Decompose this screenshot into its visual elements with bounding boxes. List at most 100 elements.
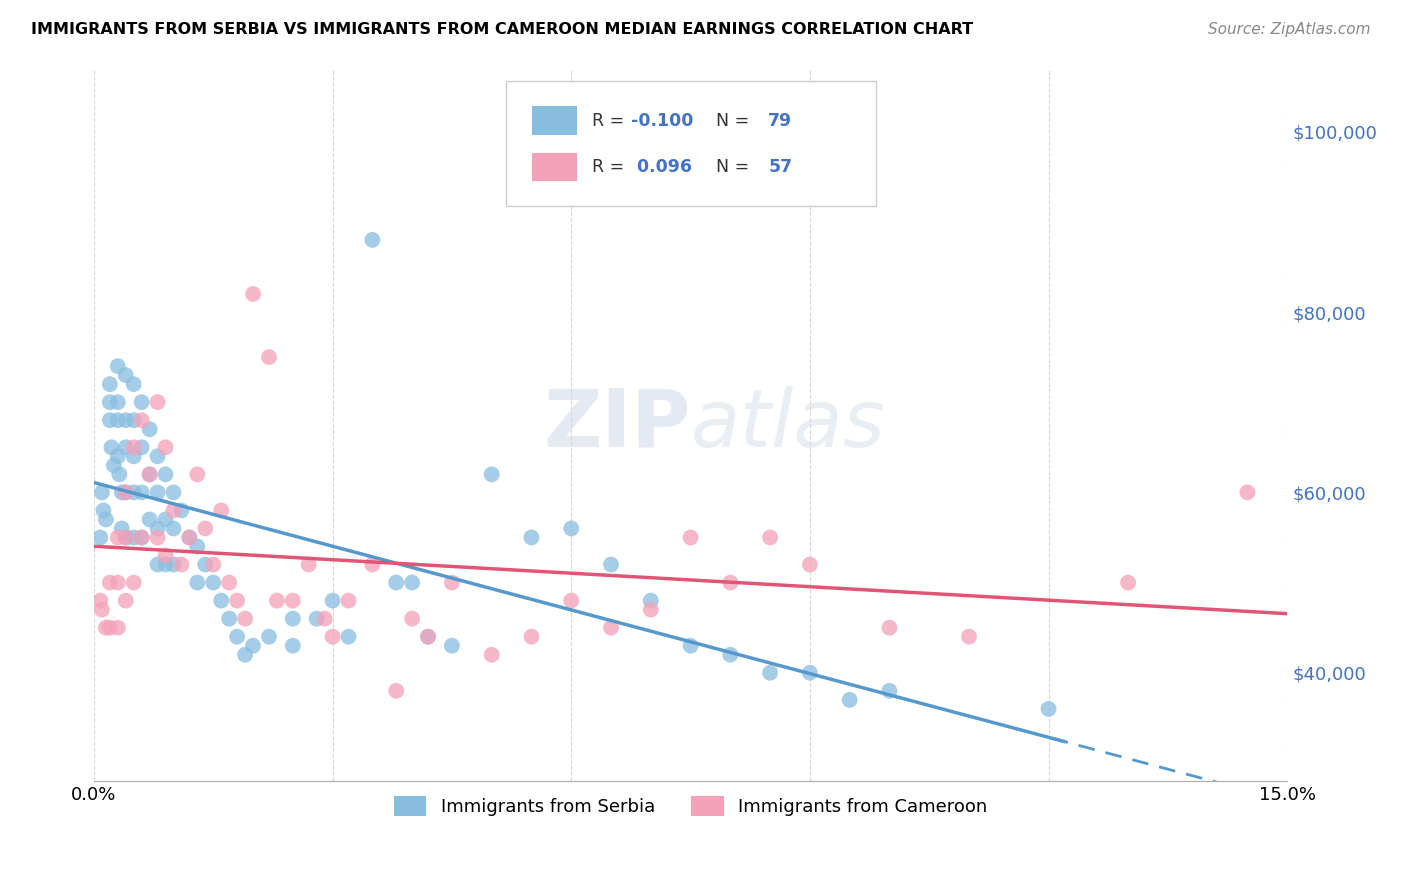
Point bbox=[718, 648, 741, 662]
Point bbox=[114, 531, 136, 545]
Point bbox=[401, 575, 423, 590]
Point bbox=[218, 612, 240, 626]
Point bbox=[385, 683, 408, 698]
Text: 0.096: 0.096 bbox=[631, 158, 692, 176]
Point bbox=[122, 413, 145, 427]
Text: -0.100: -0.100 bbox=[631, 112, 693, 129]
Point bbox=[111, 485, 134, 500]
Text: R =: R = bbox=[592, 158, 630, 176]
Bar bbox=[531, 153, 578, 181]
Point bbox=[155, 467, 177, 482]
Point bbox=[114, 531, 136, 545]
Point bbox=[114, 368, 136, 383]
FancyBboxPatch shape bbox=[506, 81, 876, 206]
Point bbox=[957, 630, 980, 644]
Point bbox=[89, 531, 111, 545]
Point bbox=[298, 558, 321, 572]
Point bbox=[838, 693, 860, 707]
Text: ZIP: ZIP bbox=[543, 385, 690, 464]
Point bbox=[281, 639, 304, 653]
Point bbox=[155, 440, 177, 454]
Point bbox=[759, 531, 782, 545]
Point bbox=[361, 233, 384, 247]
Point bbox=[179, 531, 201, 545]
Point bbox=[679, 531, 702, 545]
Point bbox=[111, 521, 134, 535]
Point bbox=[718, 575, 741, 590]
Point bbox=[114, 485, 136, 500]
Point bbox=[162, 503, 184, 517]
Point bbox=[107, 413, 129, 427]
Point bbox=[89, 593, 111, 607]
Point bbox=[98, 413, 121, 427]
Point bbox=[481, 648, 503, 662]
Point bbox=[600, 558, 623, 572]
Point bbox=[194, 558, 217, 572]
Point bbox=[155, 549, 177, 563]
Point bbox=[100, 440, 122, 454]
Point bbox=[107, 450, 129, 464]
Point bbox=[520, 531, 543, 545]
Point bbox=[122, 377, 145, 392]
Point bbox=[440, 639, 463, 653]
Point bbox=[93, 503, 115, 517]
Point bbox=[799, 558, 821, 572]
Point bbox=[209, 593, 232, 607]
Text: atlas: atlas bbox=[690, 385, 886, 464]
Point bbox=[440, 575, 463, 590]
Point bbox=[879, 621, 901, 635]
Point bbox=[146, 395, 169, 409]
Point bbox=[218, 575, 240, 590]
Point bbox=[233, 612, 256, 626]
Point bbox=[107, 395, 129, 409]
Point bbox=[879, 683, 901, 698]
Point bbox=[799, 665, 821, 680]
Point bbox=[1116, 575, 1139, 590]
Point bbox=[401, 612, 423, 626]
Point bbox=[179, 531, 201, 545]
Point bbox=[1038, 702, 1060, 716]
Point bbox=[226, 593, 249, 607]
Point bbox=[266, 593, 288, 607]
Point bbox=[114, 485, 136, 500]
Point bbox=[122, 450, 145, 464]
Point bbox=[416, 630, 439, 644]
Point bbox=[257, 630, 280, 644]
Text: 57: 57 bbox=[768, 158, 792, 176]
Point bbox=[131, 395, 153, 409]
Point bbox=[322, 630, 344, 644]
Point bbox=[122, 485, 145, 500]
Point bbox=[114, 440, 136, 454]
Point bbox=[155, 512, 177, 526]
Text: R =: R = bbox=[592, 112, 630, 129]
Point bbox=[146, 521, 169, 535]
Point bbox=[640, 593, 662, 607]
Point bbox=[416, 630, 439, 644]
Point bbox=[305, 612, 328, 626]
Point bbox=[98, 575, 121, 590]
Text: N =: N = bbox=[704, 112, 755, 129]
Point bbox=[138, 512, 160, 526]
Point bbox=[202, 558, 225, 572]
Point bbox=[162, 521, 184, 535]
Point bbox=[131, 413, 153, 427]
Text: Source: ZipAtlas.com: Source: ZipAtlas.com bbox=[1208, 22, 1371, 37]
Point bbox=[162, 485, 184, 500]
Point bbox=[114, 593, 136, 607]
Point bbox=[107, 621, 129, 635]
Point bbox=[146, 450, 169, 464]
Point bbox=[233, 648, 256, 662]
Point bbox=[281, 612, 304, 626]
Point bbox=[202, 575, 225, 590]
Point bbox=[679, 639, 702, 653]
Point bbox=[209, 503, 232, 517]
Point bbox=[98, 621, 121, 635]
Point bbox=[108, 467, 131, 482]
Point bbox=[481, 467, 503, 482]
Point bbox=[186, 540, 208, 554]
Text: 79: 79 bbox=[768, 112, 792, 129]
Point bbox=[242, 639, 264, 653]
Point bbox=[107, 359, 129, 373]
Point bbox=[162, 558, 184, 572]
Point bbox=[281, 593, 304, 607]
